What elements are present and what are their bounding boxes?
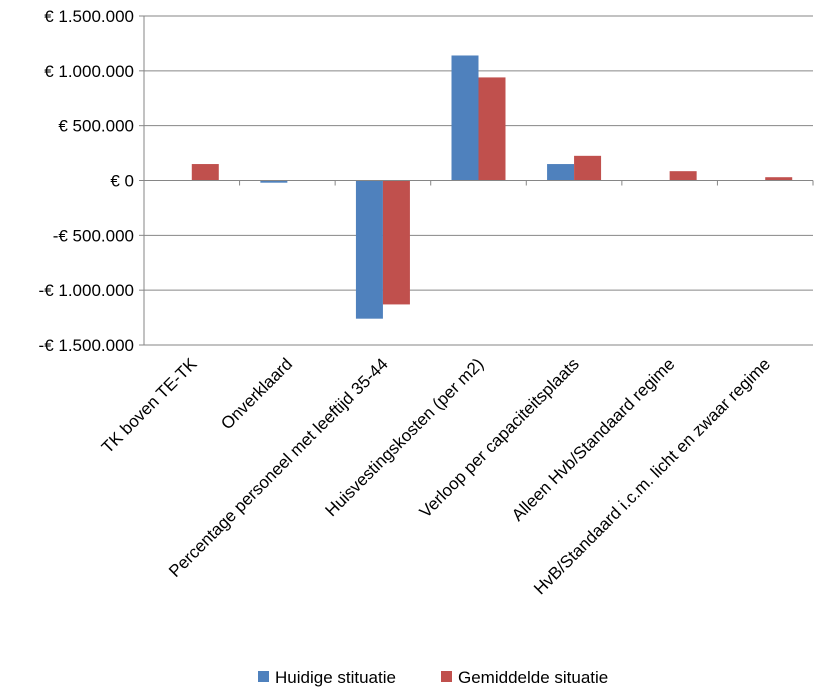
x-category-label: Alleen Hvb/Standaard regime xyxy=(508,354,678,524)
bars xyxy=(191,55,793,319)
bar-series-1 xyxy=(355,180,383,319)
bar-series-2 xyxy=(574,155,602,181)
x-category-label: Onverklaard xyxy=(217,354,296,433)
bar-series-2 xyxy=(765,177,793,181)
bar-series-2 xyxy=(191,164,219,181)
y-tick-label: € 0 xyxy=(110,172,134,191)
legend-swatch xyxy=(441,671,452,682)
legend-label: Huidige stituatie xyxy=(275,668,396,687)
y-tick-label: € 1.500.000 xyxy=(44,7,134,26)
y-tick-label: -€ 1.500.000 xyxy=(39,336,134,355)
y-axis-tick-labels: € 1.500.000 € 1.000.000 € 500.000 € 0 -€ 500… xyxy=(39,7,134,355)
x-category-label: Verloop per capaciteitsplaats xyxy=(416,354,583,521)
axes xyxy=(143,16,814,345)
bar-series-1 xyxy=(260,180,288,183)
bar-series-1 xyxy=(547,164,575,181)
bar-series-2 xyxy=(478,77,506,181)
bar-series-1 xyxy=(451,55,479,181)
y-tick-label: € 500.000 xyxy=(58,117,134,136)
y-tick-label: -€ 1.000.000 xyxy=(39,281,134,300)
y-tick-label: € 1.000.000 xyxy=(44,62,134,81)
x-category-label: Percentage personeel met leeftijd 35-44 xyxy=(165,354,392,581)
legend-swatch xyxy=(258,671,269,682)
legend-label: Gemiddelde situatie xyxy=(458,668,608,687)
x-category-label: Huisvestingskosten (per m2) xyxy=(322,354,488,520)
bar-series-2 xyxy=(669,171,697,181)
bar-series-2 xyxy=(382,180,410,305)
x-category-label: TK boven TE-TK xyxy=(98,354,201,457)
legend: Huidige stituatie Gemiddelde situatie xyxy=(258,668,608,687)
y-tick-label: -€ 500.000 xyxy=(53,226,134,245)
